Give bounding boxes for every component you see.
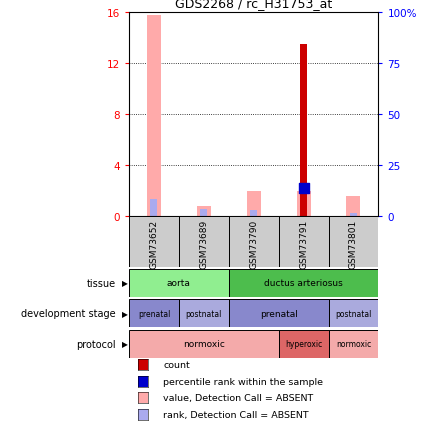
Text: protocol: protocol <box>77 339 116 349</box>
Text: GSM73652: GSM73652 <box>150 220 158 269</box>
Bar <box>247 191 261 217</box>
Bar <box>297 191 310 217</box>
Bar <box>229 269 378 297</box>
Bar <box>150 199 157 217</box>
Point <box>300 185 307 192</box>
Bar <box>179 217 229 267</box>
Bar <box>129 299 179 328</box>
Text: GSM73790: GSM73790 <box>249 220 258 269</box>
Text: percentile rank within the sample: percentile rank within the sample <box>163 377 323 386</box>
Text: GSM73801: GSM73801 <box>349 220 358 269</box>
Text: value, Detection Call = ABSENT: value, Detection Call = ABSENT <box>163 393 313 402</box>
Bar <box>250 210 257 217</box>
Bar <box>350 213 357 217</box>
Text: GSM73689: GSM73689 <box>200 220 208 269</box>
Bar <box>300 189 307 217</box>
Text: ▶: ▶ <box>122 279 128 288</box>
Bar <box>300 45 307 217</box>
Text: hyperoxic: hyperoxic <box>285 339 322 349</box>
Bar <box>329 217 378 267</box>
Text: count: count <box>163 360 190 369</box>
Text: ▶: ▶ <box>122 339 128 349</box>
Text: rank, Detection Call = ABSENT: rank, Detection Call = ABSENT <box>163 410 309 419</box>
Bar <box>229 299 329 328</box>
Text: normoxic: normoxic <box>183 339 225 349</box>
Bar <box>197 207 211 217</box>
Bar <box>279 217 329 267</box>
Text: GSM73791: GSM73791 <box>299 220 308 269</box>
Text: development stage: development stage <box>22 309 116 319</box>
Bar <box>329 330 378 358</box>
Bar <box>279 330 329 358</box>
Text: ▶: ▶ <box>122 309 128 318</box>
Text: prenatal: prenatal <box>138 309 170 318</box>
Bar <box>129 217 179 267</box>
Bar <box>179 299 229 328</box>
Bar <box>229 217 279 267</box>
Bar <box>347 197 360 217</box>
Bar <box>129 330 279 358</box>
Title: GDS2268 / rc_H31753_at: GDS2268 / rc_H31753_at <box>175 0 332 10</box>
Bar <box>129 269 229 297</box>
Text: ductus arteriosus: ductus arteriosus <box>264 279 343 288</box>
Text: aorta: aorta <box>167 279 191 288</box>
Bar <box>200 209 207 217</box>
Text: postnatal: postnatal <box>186 309 222 318</box>
Text: tissue: tissue <box>87 278 116 288</box>
Text: prenatal: prenatal <box>260 309 298 318</box>
Bar <box>329 299 378 328</box>
Text: postnatal: postnatal <box>335 309 372 318</box>
Text: normoxic: normoxic <box>336 339 371 349</box>
Bar <box>147 16 161 217</box>
